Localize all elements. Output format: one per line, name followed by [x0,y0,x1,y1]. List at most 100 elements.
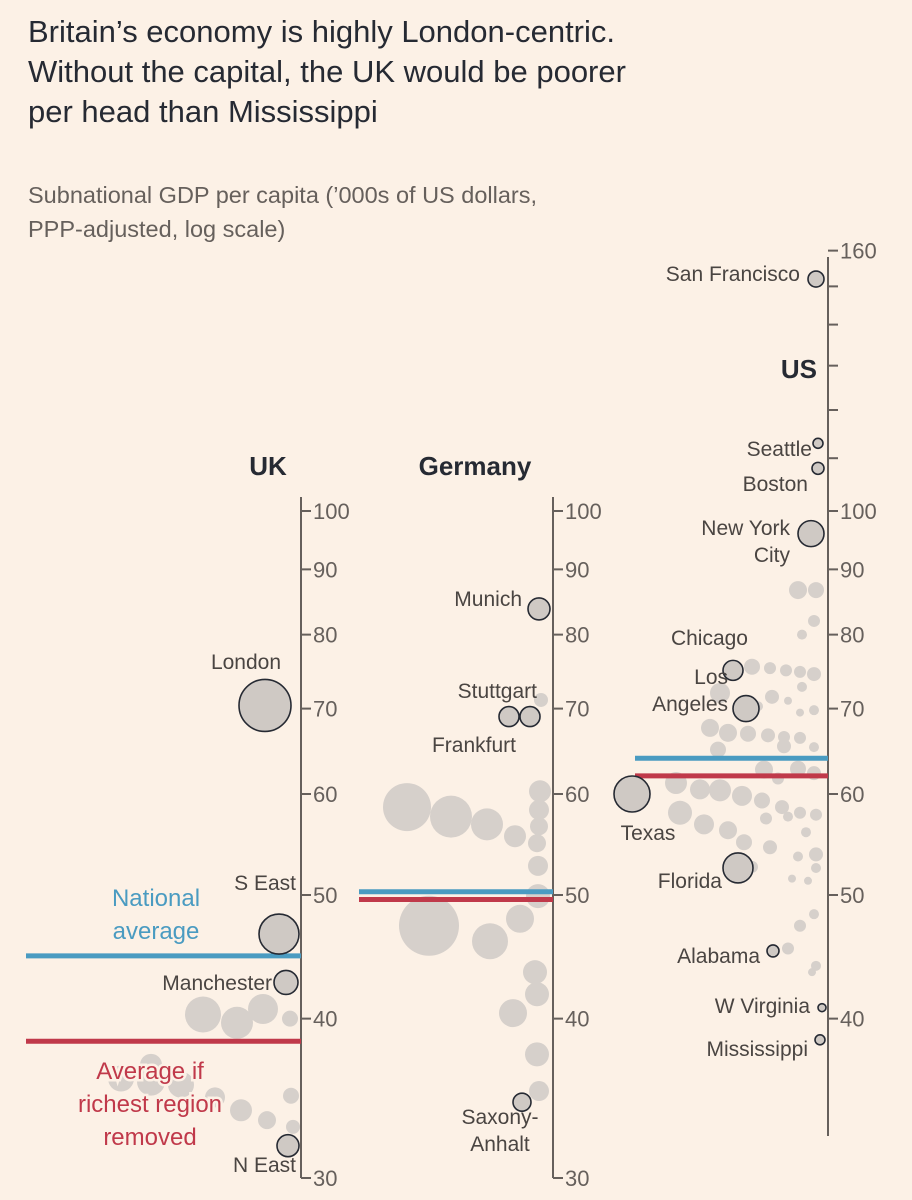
us-tick-label: 80 [840,623,864,648]
us-region-bubble [794,731,806,744]
us-region-bubble [782,942,794,955]
uk-bubble-london [238,678,292,733]
us-region-bubble [811,862,821,873]
germany-region-bubble [534,692,548,707]
germany-region-bubble [471,808,503,841]
uk-label-london: London [211,651,281,674]
us-label-mississippi: Mississippi [706,1038,808,1061]
uk-region-bubble [140,1053,162,1076]
us-tick-label: 100 [840,499,877,524]
us-region-bubble [784,696,792,705]
us-region-bubble [709,779,731,802]
us-region-bubble [764,662,776,675]
us-region-bubble [694,814,714,835]
us-region-bubble [789,581,807,600]
us-region-bubble [808,582,824,599]
uk-region-bubble [286,1119,300,1134]
us-region-bubble [811,960,821,971]
germany-region-bubble [529,780,551,803]
germany-region-bubble [504,825,526,848]
us-label-florida: Florida [658,870,723,893]
us-bubble-mississippi [814,1033,826,1046]
us-bubble-seattle [812,437,824,450]
germany-region-bubble [530,817,548,836]
germany-region-bubble [525,1042,549,1067]
germany-region-bubble [506,904,534,933]
germany-bubble-stuttgart [498,705,520,728]
us-bubble-w-virginia [817,1002,827,1013]
us-region-bubble [732,785,752,806]
uk-tick-label: 30 [313,1166,337,1191]
germany-tick-label: 60 [565,782,589,807]
uk-tick-label: 70 [313,697,337,722]
uk-label-manchester: Manchester [162,972,272,995]
us-region-bubble [794,806,806,819]
us-bubble-los-angeles [732,694,760,723]
uk-region-bubble [282,1010,298,1027]
us-tick-label: 40 [840,1007,864,1032]
us-label-texas: Texas [621,822,676,845]
us-region-bubble [760,812,772,825]
uk-region-bubble [258,1111,276,1130]
germany-region-bubble [399,895,459,956]
us-label-chicago: Chicago [671,627,748,650]
us-region-bubble [783,811,793,822]
us-label-boston: Boston [743,473,808,496]
chart-subtitle: Subnational GDP per capita (’000s of US … [28,182,538,242]
germany-region-bubble [529,1081,549,1102]
us-region-bubble [719,821,737,840]
germany-tick-label: 30 [565,1166,589,1191]
uk-tick-label: 40 [313,1007,337,1032]
us-region-bubble [754,792,770,809]
germany-bubble-frankfurt [519,705,541,728]
us-region-bubble [809,742,819,753]
us-region-bubble [761,728,775,743]
us-bubble-chicago [722,659,744,682]
us-region-bubble [775,800,789,815]
us-label-san-francisco: San Francisco [666,263,800,286]
us-region-bubble [797,681,807,692]
uk-tick-label: 50 [313,883,337,908]
legend-national-average: National average [112,885,200,945]
germany-region-bubble [523,960,547,985]
us-region-bubble [788,874,796,883]
us-tick-label: 160 [840,239,877,264]
us-bubble-san-francisco [807,270,825,288]
us-region-bubble [809,847,823,862]
us-label-seattle: Seattle [747,438,812,461]
germany-label-frankfurt: Frankfurt [432,734,516,757]
uk-region-bubble [221,1006,253,1039]
uk-panel-title: UK [249,451,287,481]
germany-region-bubble [472,923,508,960]
uk-bubble-manchester [273,969,299,996]
us-label-los-angeles: Los Angeles [652,666,728,716]
germany-label-stuttgart: Stuttgart [458,680,538,703]
germany-tick-label: 50 [565,883,589,908]
germany-tick-label: 70 [565,697,589,722]
us-region-bubble [801,827,811,838]
us-region-bubble [736,834,752,851]
us-region-bubble [710,682,730,703]
uk-region-bubble [283,1087,299,1104]
uk-region-bubble [230,1099,252,1122]
us-region-bubble [744,658,760,675]
germany-label-saxony-anhalt: Saxony-Anhalt [461,1106,538,1156]
us-bubble-texas [613,775,651,813]
us-label-w-virginia: W Virginia [715,995,811,1018]
uk-bubble-s-east [258,913,300,955]
germany-label-munich: Munich [454,588,522,611]
us-region-bubble [794,919,806,932]
us-region-bubble [668,800,692,825]
us-region-bubble [796,708,804,717]
germany-tick-label: 100 [565,499,602,524]
uk-region-bubble [137,1067,165,1096]
uk-label-n-east: N East [233,1154,296,1177]
us-region-bubble [808,968,816,977]
us-label-alabama: Alabama [677,945,760,968]
us-region-bubble [804,876,812,885]
us-label-new-york-city: New York City [701,517,790,567]
us-bubble-florida [722,852,754,884]
germany-region-bubble [529,799,549,820]
uk-tick-label: 60 [313,782,337,807]
